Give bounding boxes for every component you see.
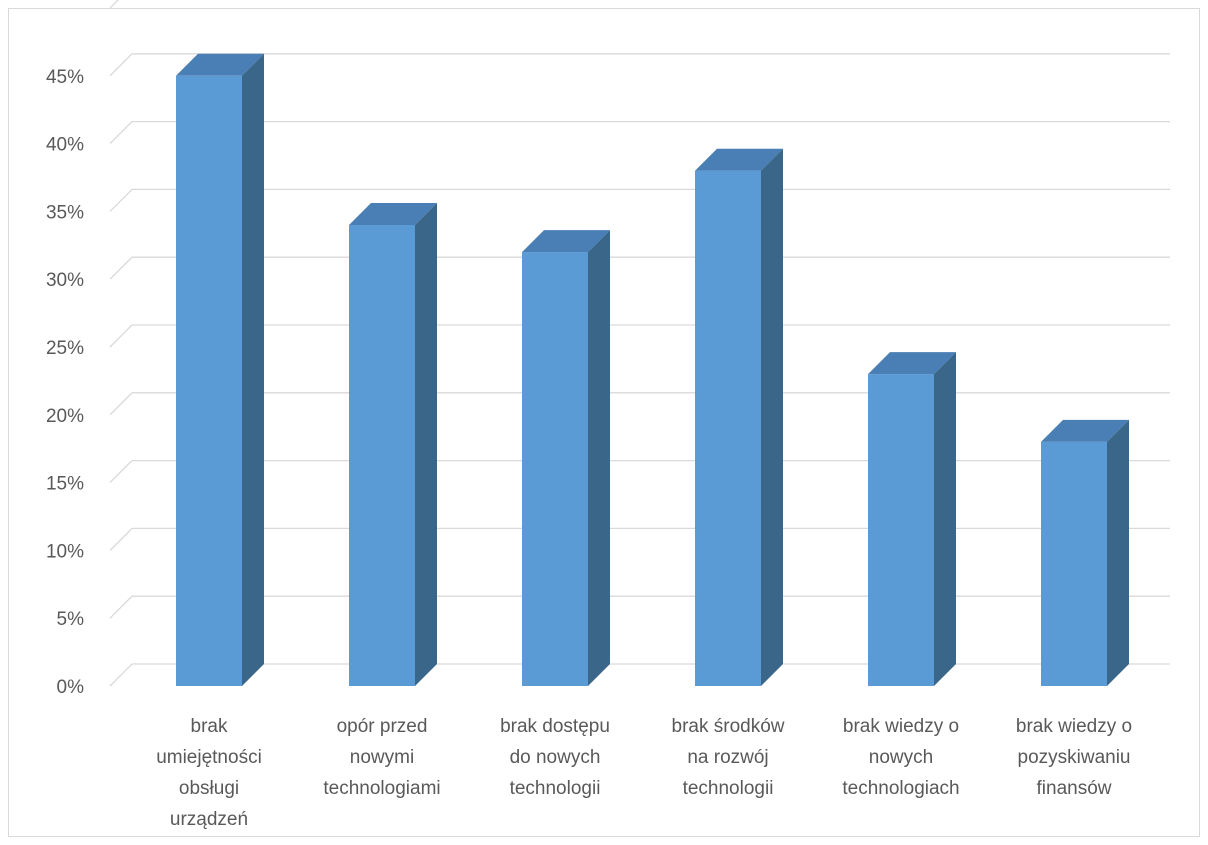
x-tick-label-line: urządzeń <box>170 809 248 830</box>
bar-top <box>1041 419 1129 442</box>
bar <box>349 224 415 686</box>
gridline-diagonal <box>109 53 133 77</box>
gridline-diagonal <box>109 256 133 280</box>
x-tick-label: opór przed nowymi technologiami <box>323 716 440 799</box>
bar-top <box>349 202 437 225</box>
x-tick-label-line: obsługi <box>179 778 239 799</box>
y-tick-label: 10% <box>46 541 84 562</box>
bar-side <box>588 230 610 686</box>
x-tick-label-line: brak <box>191 716 228 737</box>
y-tick-label: 45% <box>46 67 84 88</box>
bar-side <box>1107 419 1129 686</box>
bar-side <box>242 53 264 687</box>
x-tick-label-line: brak dostępu <box>500 716 610 737</box>
x-tick-label-line: technologiami <box>323 778 440 799</box>
bar <box>176 75 242 687</box>
gridline-diagonal <box>109 121 133 145</box>
gridline-diagonal <box>109 527 133 551</box>
x-tick-label-line: technologii <box>683 778 774 799</box>
x-tick-label: brak środków na rozwój technologii <box>672 716 785 799</box>
bar <box>522 252 588 686</box>
x-tick-label-line: brak wiedzy o <box>1016 716 1132 737</box>
x-tick-label: brak umiejętności obsługi urządzeń <box>156 716 262 830</box>
y-tick-label: 0% <box>57 677 85 698</box>
x-tick-label-line: technologiach <box>842 778 959 799</box>
gridline-diagonal <box>109 188 133 212</box>
x-tick-label: brak dostępu do nowych technologii <box>500 716 610 799</box>
bar <box>868 374 934 686</box>
gridline-diagonal <box>109 595 133 619</box>
x-tick-label-line: nowych <box>869 747 933 768</box>
y-tick-label: 20% <box>46 406 84 427</box>
x-tick-label-line: do nowych <box>510 747 601 768</box>
x-tick-label-line: umiejętności <box>156 747 262 768</box>
gridline-diagonal <box>109 460 133 484</box>
x-tick-label: brak wiedzy o pozyskiwaniu finansów <box>1016 716 1132 799</box>
x-tick-label: brak wiedzy o nowych technologiach <box>842 716 959 799</box>
y-tick-label: 15% <box>46 474 84 495</box>
y-tick-label: 40% <box>46 135 84 156</box>
x-tick-label-line: na rozwój <box>687 747 768 768</box>
bar <box>695 170 761 687</box>
bar-side <box>934 352 956 686</box>
gridline-diagonal <box>109 324 133 348</box>
bar-top <box>522 230 610 253</box>
bar-top <box>868 352 956 375</box>
x-tick-label-line: brak wiedzy o <box>843 716 959 737</box>
bar-side <box>415 202 437 686</box>
x-tick-label-line: nowymi <box>350 747 414 768</box>
y-tick-label: 5% <box>57 609 85 630</box>
y-tick-label: 30% <box>46 270 84 291</box>
gridline-diagonal <box>109 663 133 687</box>
gridline-diagonal <box>109 0 119 9</box>
bar-side <box>761 148 783 687</box>
y-tick-label: 35% <box>46 202 84 223</box>
x-tick-label-line: finansów <box>1037 778 1112 799</box>
y-tick-label: 25% <box>46 338 84 359</box>
bar <box>1041 441 1107 686</box>
bar-top <box>176 53 264 76</box>
x-tick-label-line: pozyskiwaniu <box>1018 747 1131 768</box>
x-tick-label-line: brak środków <box>672 716 785 737</box>
x-tick-label-line: technologii <box>510 778 601 799</box>
gridline-diagonal <box>109 392 133 416</box>
bar-top <box>695 148 783 171</box>
x-tick-label-line: opór przed <box>337 716 428 737</box>
